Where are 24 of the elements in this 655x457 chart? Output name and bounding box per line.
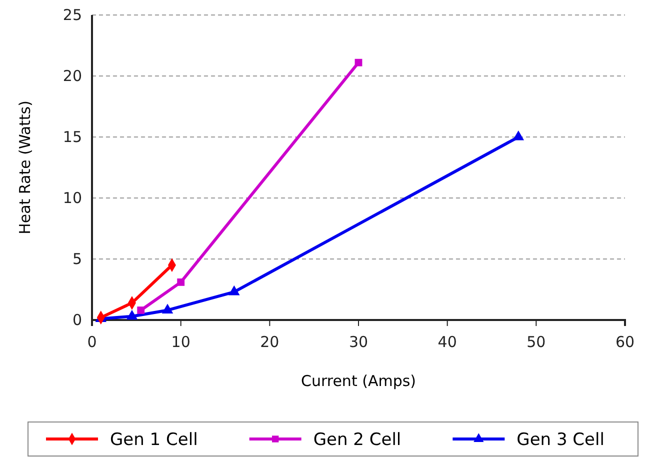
y-tick-label: 20 [62,66,82,85]
y-tick-label: 10 [62,188,82,207]
point [137,306,145,314]
y-tick-label: 25 [62,6,82,24]
x-tick-label: 60 [615,333,635,351]
point [162,304,174,314]
point [126,310,138,320]
x-axis-title: Current (Amps) [300,372,416,390]
x-tick-label: 40 [438,333,457,351]
y-tick-label: 15 [62,128,82,146]
x-tick-label: 0 [87,333,97,351]
y-axis-title: Heat Rate (Watts) [16,100,34,234]
x-tick-label: 20 [260,333,280,351]
legend-label: Gen 2 Cell [313,430,402,450]
x-tick-label: 50 [526,333,546,351]
legend-label: Gen 1 Cell [110,430,198,450]
legend-label: Gen 3 Cell [516,430,604,450]
y-tick-label: 5 [72,250,82,268]
x-tick-label: 30 [348,333,368,351]
x-tick-label: 10 [171,333,190,351]
y-tick-label: 0 [72,310,82,329]
point [354,58,362,66]
point [228,285,240,296]
point [177,278,185,286]
